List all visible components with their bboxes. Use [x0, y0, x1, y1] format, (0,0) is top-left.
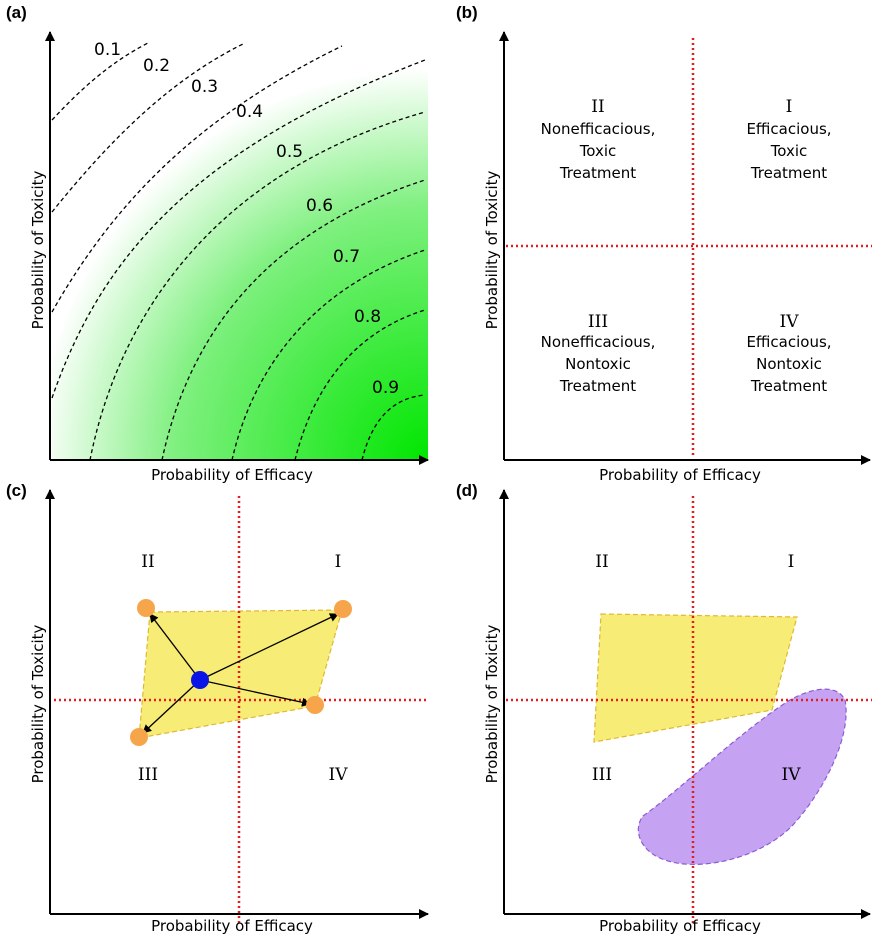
contour-label: 0.8 — [354, 307, 381, 327]
quadrant-numeral: I — [335, 552, 342, 572]
toxicity-efficacy-region — [138, 609, 343, 739]
quadrant-description: Treatment — [559, 164, 636, 182]
quadrant-description: Efficacious, — [746, 333, 831, 351]
quadrant-description: Toxic — [579, 142, 617, 160]
panel-a: 0.1 0.2 0.3 0.4 0.5 0.6 0.7 0.8 0.9 (a) … — [6, 3, 429, 484]
quadrant-IV-label: IV Efficacious, Nontoxic Treatment — [746, 312, 831, 395]
vertex-point — [130, 728, 148, 746]
quadrant-description: Nonefficacious, — [541, 333, 656, 351]
direction-arrow — [199, 613, 339, 681]
panel-letter: (c) — [6, 481, 27, 500]
quadrant-I-label: I Efficacious, Toxic Treatment — [746, 97, 831, 182]
contour-label: 0.1 — [94, 40, 121, 60]
efficacy-gradient-field — [52, 42, 428, 460]
contour-line-0.6 — [161, 179, 426, 461]
contour-line-0.8 — [294, 309, 426, 461]
panel-c: II I III IV (c) Probability of Efficacy … — [6, 481, 429, 934]
direction-arrows — [142, 613, 339, 734]
vertex-point — [334, 600, 352, 618]
contour-label: 0.7 — [333, 247, 360, 267]
panel-d: II I III IV (d) Probability of Efficacy … — [456, 481, 872, 934]
quadrant-description: Efficacious, — [746, 120, 831, 138]
quadrant-numeral: I — [788, 552, 795, 572]
contour-line-0.9 — [361, 394, 426, 461]
quadrant-numeral: III — [588, 312, 608, 332]
direction-arrow — [149, 613, 201, 681]
panel-b: II Nonefficacious, Toxic Treatment I Eff… — [456, 3, 872, 484]
y-axis-label: Probability of Toxicity — [29, 170, 47, 329]
direction-arrow — [142, 679, 201, 734]
quadrant-description: Toxic — [770, 142, 808, 160]
vertex-point — [137, 599, 155, 617]
panel-letter: (a) — [6, 3, 27, 22]
panel-letter: (b) — [456, 3, 478, 22]
contour-lines — [51, 41, 426, 461]
quadrant-numeral: IV — [329, 765, 349, 785]
y-axis-label: Probability of Toxicity — [29, 624, 47, 783]
quadrant-numeral: I — [786, 97, 793, 117]
contour-label: 0.2 — [143, 56, 170, 76]
quadrant-description: Treatment — [750, 164, 827, 182]
x-axis-label: Probability of Efficacy — [599, 917, 761, 934]
contour-label: 0.6 — [306, 196, 333, 216]
quadrant-numeral: IV — [780, 312, 800, 332]
quadrant-description: Treatment — [750, 377, 827, 395]
contour-line-0.2 — [51, 43, 244, 213]
direction-arrow — [199, 679, 311, 707]
contour-line-0.5 — [89, 111, 426, 461]
x-axis-label: Probability of Efficacy — [151, 466, 313, 484]
contour-label: 0.5 — [276, 142, 303, 162]
y-axis-label: Probability of Toxicity — [483, 170, 501, 329]
x-axis-label: Probability of Efficacy — [599, 466, 761, 484]
quadrant-numeral: II — [591, 97, 604, 117]
quadrant-numeral: III — [138, 765, 158, 785]
quadrant-II-label: II Nonefficacious, Toxic Treatment — [541, 97, 656, 182]
quadrant-description: Nontoxic — [756, 355, 822, 373]
quadrant-description: Nontoxic — [565, 355, 631, 373]
quadrant-numeral: III — [592, 765, 612, 785]
vertex-point — [306, 696, 324, 714]
quadrant-numeral: IV — [782, 765, 802, 785]
center-point — [191, 671, 209, 689]
contour-labels: 0.1 0.2 0.3 0.4 0.5 0.6 0.7 0.8 0.9 — [94, 40, 399, 398]
quadrant-III-label: III Nonefficacious, Nontoxic Treatment — [541, 312, 656, 395]
quadrant-description: Nonefficacious, — [541, 120, 656, 138]
y-axis-label: Probability of Toxicity — [483, 624, 501, 783]
quadrant-numeral: II — [141, 552, 154, 572]
quadrant-numeral: II — [595, 552, 608, 572]
contour-label: 0.9 — [372, 378, 399, 398]
contour-label: 0.4 — [236, 102, 263, 122]
x-axis-label: Probability of Efficacy — [151, 917, 313, 934]
quadrant-description: Treatment — [559, 377, 636, 395]
contour-label: 0.3 — [191, 77, 218, 97]
panel-letter: (d) — [456, 481, 478, 500]
second-region — [637, 688, 847, 865]
